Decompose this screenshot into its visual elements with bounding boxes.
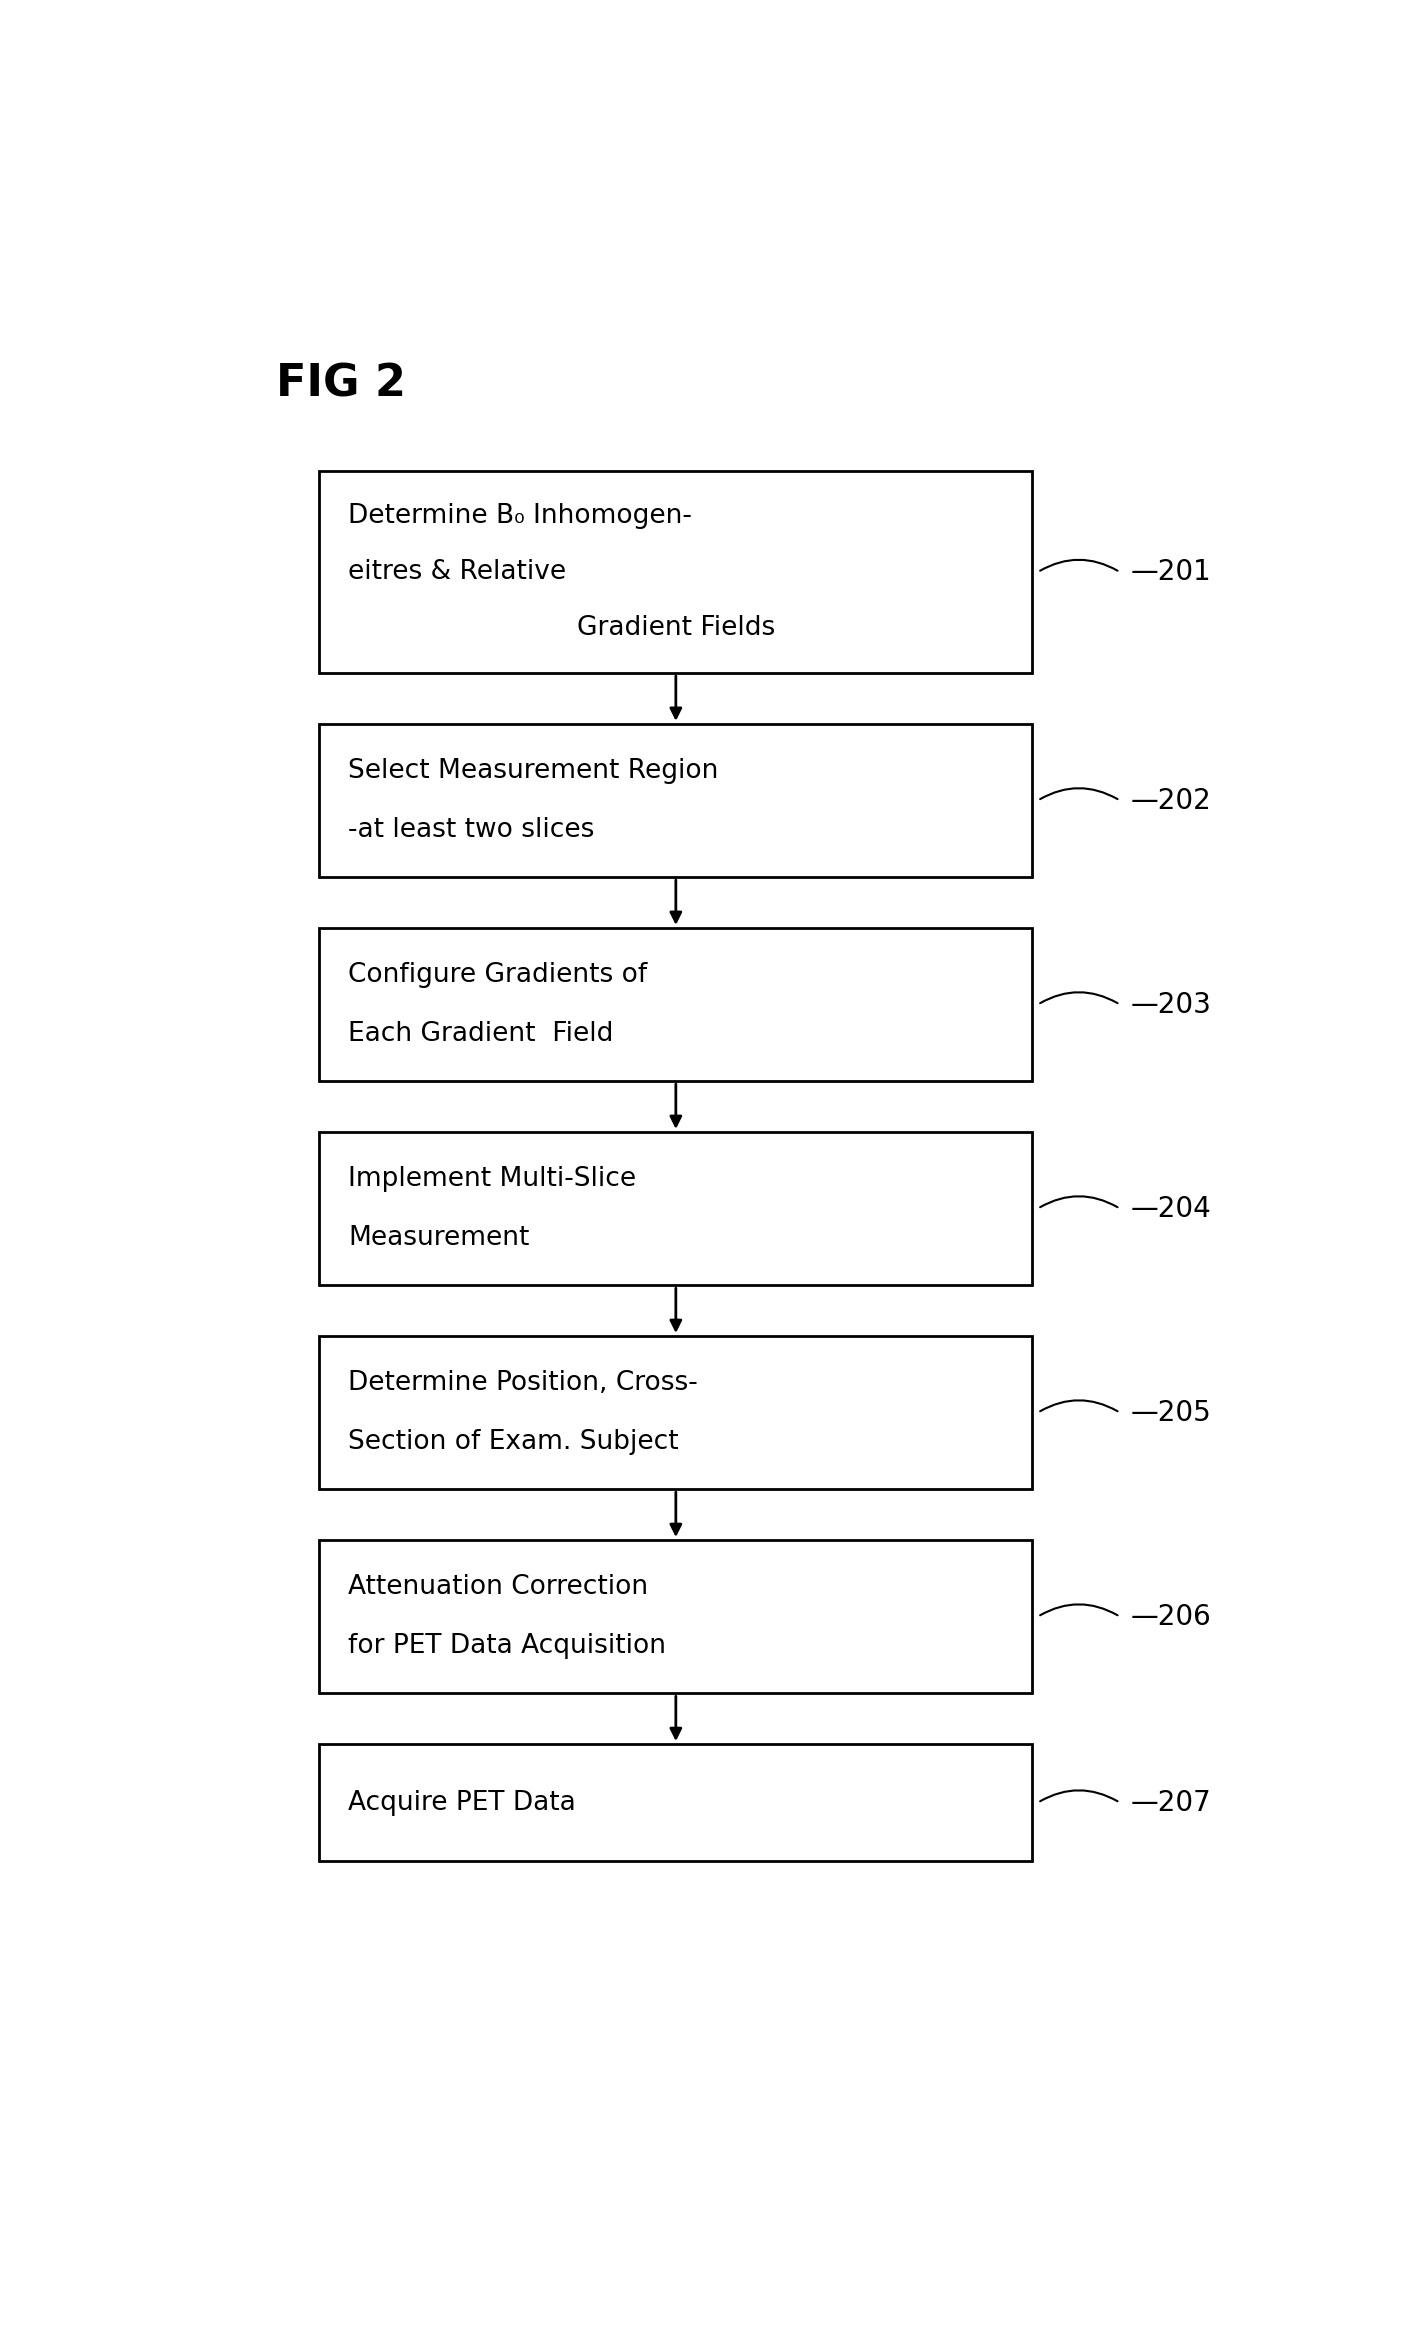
Text: Select Measurement Region: Select Measurement Region xyxy=(348,757,719,783)
Text: Configure Gradients of: Configure Gradients of xyxy=(348,961,647,987)
Text: Determine B₀ Inhomogen-: Determine B₀ Inhomogen- xyxy=(348,502,692,530)
Bar xyxy=(320,1337,1032,1489)
Text: Implement Multi-Slice: Implement Multi-Slice xyxy=(348,1165,637,1191)
Text: —206: —206 xyxy=(1131,1602,1211,1630)
Text: —203: —203 xyxy=(1131,990,1211,1018)
Text: Section of Exam. Subject: Section of Exam. Subject xyxy=(348,1428,679,1456)
Text: Each Gradient  Field: Each Gradient Field xyxy=(348,1020,613,1048)
Text: —205: —205 xyxy=(1131,1398,1211,1426)
Bar xyxy=(320,471,1032,673)
Text: Measurement: Measurement xyxy=(348,1224,529,1252)
Text: for PET Data Acquisition: for PET Data Acquisition xyxy=(348,1632,666,1660)
Bar xyxy=(320,929,1032,1081)
Text: —201: —201 xyxy=(1131,558,1211,586)
Text: Acquire PET Data: Acquire PET Data xyxy=(348,1789,576,1815)
Text: Gradient Fields: Gradient Fields xyxy=(577,614,775,640)
Text: eitres & Relative: eitres & Relative xyxy=(348,558,566,586)
Text: FIG 2: FIG 2 xyxy=(276,363,406,406)
Text: —207: —207 xyxy=(1131,1789,1211,1817)
Bar xyxy=(320,1745,1032,1862)
Text: -at least two slices: -at least two slices xyxy=(348,816,594,844)
Bar xyxy=(320,1541,1032,1693)
Text: Determine Position, Cross-: Determine Position, Cross- xyxy=(348,1369,698,1395)
Text: —202: —202 xyxy=(1131,786,1211,814)
Text: —204: —204 xyxy=(1131,1194,1211,1222)
Text: Attenuation Correction: Attenuation Correction xyxy=(348,1573,648,1599)
Bar xyxy=(320,1133,1032,1285)
Bar xyxy=(320,725,1032,877)
